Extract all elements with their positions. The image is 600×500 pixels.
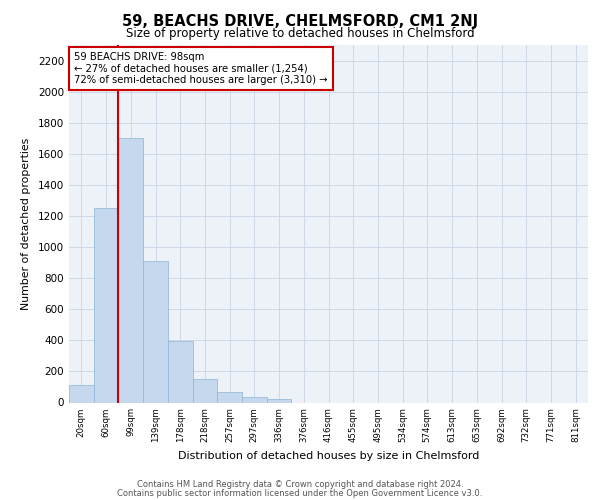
Bar [217,392,242,402]
Text: Contains HM Land Registry data © Crown copyright and database right 2024.: Contains HM Land Registry data © Crown c… [137,480,463,489]
Text: 59 BEACHS DRIVE: 98sqm
← 27% of detached houses are smaller (1,254)
72% of semi-: 59 BEACHS DRIVE: 98sqm ← 27% of detached… [74,52,328,86]
Text: 59, BEACHS DRIVE, CHELMSFORD, CM1 2NJ: 59, BEACHS DRIVE, CHELMSFORD, CM1 2NJ [122,14,478,29]
Y-axis label: Number of detached properties: Number of detached properties [21,138,31,310]
Bar [118,138,143,402]
Bar [168,341,193,402]
Text: Contains public sector information licensed under the Open Government Licence v3: Contains public sector information licen… [118,489,482,498]
Bar [193,379,217,402]
Bar [267,398,292,402]
Bar [143,261,168,402]
Bar [94,208,118,402]
Text: Size of property relative to detached houses in Chelmsford: Size of property relative to detached ho… [125,28,475,40]
Bar [69,386,94,402]
X-axis label: Distribution of detached houses by size in Chelmsford: Distribution of detached houses by size … [178,450,479,460]
Bar [242,397,267,402]
